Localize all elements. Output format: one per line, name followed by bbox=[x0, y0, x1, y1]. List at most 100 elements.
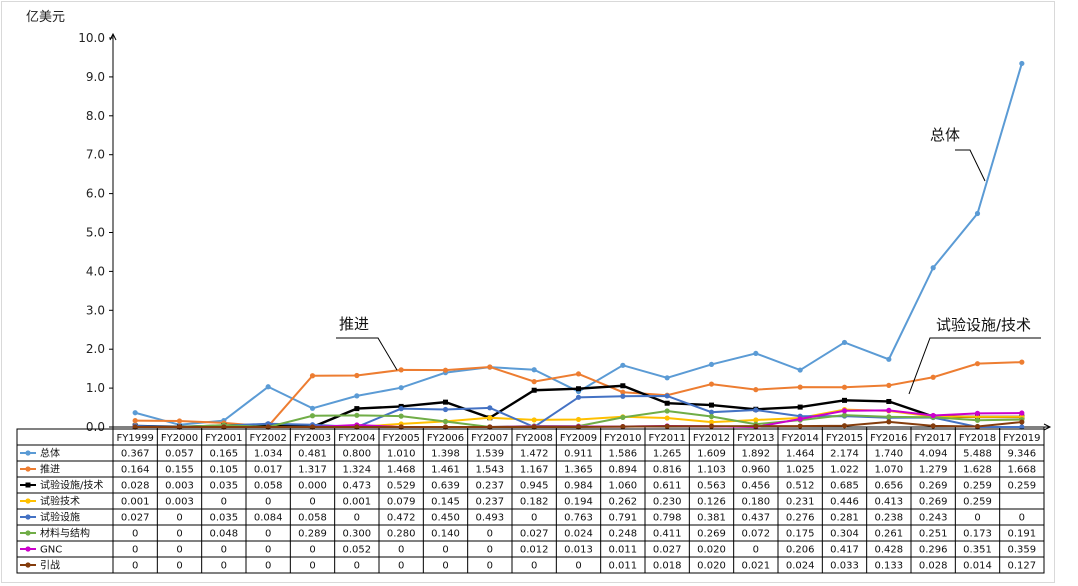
data-label: 9.346 bbox=[1008, 449, 1037, 460]
data-label: 0 bbox=[221, 545, 227, 556]
data-label: 0.180 bbox=[742, 497, 771, 508]
x-category-label: FY2008 bbox=[516, 433, 553, 444]
data-point bbox=[974, 361, 981, 367]
x-category-label: FY2005 bbox=[383, 433, 420, 444]
data-point bbox=[531, 387, 537, 393]
data-label: 1.892 bbox=[742, 449, 771, 460]
legend-swatch-marker bbox=[25, 498, 31, 504]
data-label: 0.035 bbox=[210, 481, 239, 492]
data-point bbox=[1019, 60, 1025, 67]
data-point bbox=[487, 364, 493, 370]
data-label: 1.324 bbox=[343, 465, 372, 476]
legend-label: 推进 bbox=[40, 463, 60, 476]
data-label: 0 bbox=[487, 545, 493, 556]
data-label: 0.024 bbox=[564, 529, 593, 540]
data-point bbox=[354, 424, 360, 430]
data-label: 0.012 bbox=[520, 545, 549, 556]
data-point bbox=[309, 405, 316, 411]
data-label: 0.173 bbox=[963, 529, 992, 540]
data-point bbox=[1019, 410, 1025, 416]
y-tick-label: 2.0 bbox=[86, 342, 105, 356]
data-label: 1.365 bbox=[564, 465, 593, 476]
data-label: 0.456 bbox=[742, 481, 771, 492]
callout-label: 试验设施/技术 bbox=[936, 316, 1031, 334]
data-label: 0.017 bbox=[254, 465, 283, 476]
data-point bbox=[132, 418, 138, 424]
data-label: 1.543 bbox=[476, 465, 505, 476]
legend-swatch-marker bbox=[25, 450, 31, 456]
data-label: 1.317 bbox=[298, 465, 327, 476]
data-label: 0.072 bbox=[742, 529, 771, 540]
data-label: 0.027 bbox=[520, 529, 549, 540]
x-category-label: FY2001 bbox=[205, 433, 242, 444]
table-row: 材料与结构 0 0 0.048 0 0.289 0.300 0.280 0.140 0 0.027 0… bbox=[20, 527, 1036, 540]
x-category-label: FY2019 bbox=[1003, 433, 1040, 444]
data-label: 1.010 bbox=[387, 449, 416, 460]
data-label: 0.417 bbox=[830, 545, 859, 556]
data-point bbox=[841, 384, 848, 390]
data-label: 1.070 bbox=[875, 465, 904, 476]
data-label: 0.133 bbox=[875, 561, 904, 572]
data-point bbox=[398, 413, 404, 419]
data-label: 0.800 bbox=[343, 449, 372, 460]
data-label: 0.413 bbox=[875, 497, 904, 508]
data-point bbox=[708, 423, 715, 429]
data-point bbox=[797, 404, 803, 410]
data-point bbox=[753, 407, 759, 413]
data-label: 1.103 bbox=[697, 465, 726, 476]
data-point bbox=[132, 424, 138, 430]
y-tick-label: 3.0 bbox=[86, 303, 105, 317]
data-label: 1.539 bbox=[476, 449, 505, 460]
callout-0: 总体 bbox=[930, 126, 986, 182]
data-point bbox=[974, 423, 981, 430]
data-label: 0.446 bbox=[830, 497, 859, 508]
data-point bbox=[841, 339, 848, 346]
data-label: 0.013 bbox=[564, 545, 593, 556]
data-point bbox=[531, 379, 537, 385]
data-label: 0.428 bbox=[875, 545, 904, 556]
data-label: 0.269 bbox=[919, 497, 948, 508]
data-label: 2.174 bbox=[830, 449, 859, 460]
data-label: 0.281 bbox=[830, 513, 859, 524]
data-label: 0.231 bbox=[786, 497, 815, 508]
table-row: 引战 0 0 0 0 0 0 0 0 0 0 0 0.011 0.018 0.020 0.021 0.024 0.… bbox=[20, 560, 1036, 572]
data-label: 0.033 bbox=[830, 561, 859, 572]
data-label: 0.021 bbox=[742, 561, 771, 572]
data-point bbox=[1019, 419, 1025, 425]
data-label: 1.609 bbox=[697, 449, 726, 460]
data-point bbox=[442, 424, 449, 430]
table-row: 试验技术 0.001 0.003 0 0 0 0.001 0.079 0.145 0.237 0.1… bbox=[20, 495, 992, 508]
data-label: 0.001 bbox=[343, 497, 372, 508]
data-label: 0.945 bbox=[520, 481, 549, 492]
axes: 0.0 1.0 2.0 3.0 4.0 5.0 6.0 7.0 8.0 9.0 10.0 bbox=[78, 31, 1052, 434]
data-label: 0 bbox=[487, 561, 493, 572]
data-point bbox=[354, 412, 360, 418]
y-tick-label: 10.0 bbox=[78, 31, 105, 45]
data-label: 0.164 bbox=[121, 465, 150, 476]
data-label: 0 bbox=[398, 561, 404, 572]
data-point bbox=[487, 405, 493, 411]
legend-swatch-marker bbox=[25, 562, 31, 568]
x-category-label: FY2000 bbox=[161, 433, 198, 444]
data-point bbox=[620, 362, 626, 368]
table-border bbox=[16, 428, 1045, 574]
data-label: 0.048 bbox=[210, 529, 239, 540]
data-point bbox=[753, 417, 759, 423]
x-category-label: FY1999 bbox=[117, 433, 154, 444]
data-label: 1.740 bbox=[875, 449, 904, 460]
data-point bbox=[309, 424, 316, 430]
data-label: 0.105 bbox=[210, 465, 239, 476]
data-label: 0.493 bbox=[476, 513, 505, 524]
data-point bbox=[930, 374, 936, 380]
data-label: 0.237 bbox=[476, 481, 505, 492]
data-label: 0.351 bbox=[963, 545, 992, 556]
x-category-label: FY2015 bbox=[826, 433, 863, 444]
data-point bbox=[664, 408, 670, 414]
callout-1: 推进 bbox=[336, 315, 398, 371]
data-point bbox=[620, 389, 626, 395]
data-label: 0 bbox=[531, 561, 537, 572]
data-label: 0.512 bbox=[786, 481, 815, 492]
y-tick-label: 9.0 bbox=[86, 70, 105, 84]
data-point bbox=[797, 423, 803, 429]
